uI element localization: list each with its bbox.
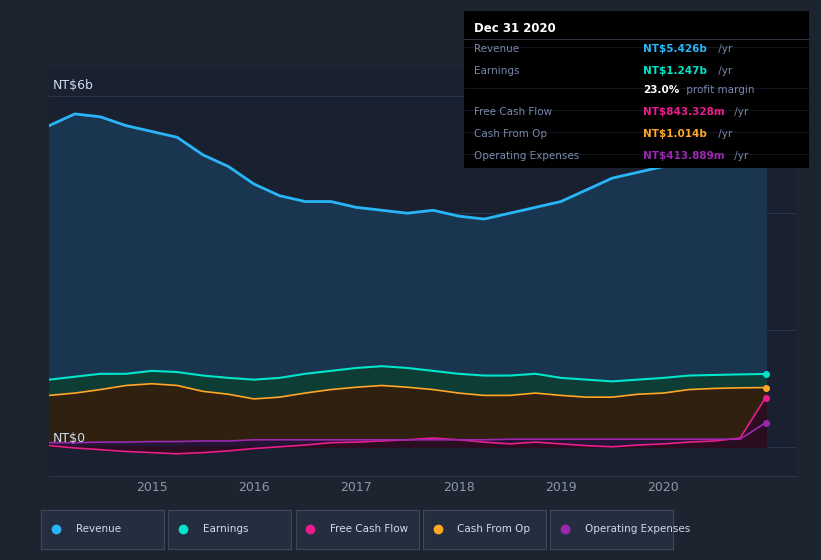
Text: Operating Expenses: Operating Expenses: [475, 151, 580, 161]
Text: Earnings: Earnings: [475, 66, 520, 76]
Text: 23.0%: 23.0%: [643, 85, 680, 95]
Text: /yr: /yr: [715, 129, 732, 139]
Text: NT$1.247b: NT$1.247b: [643, 66, 707, 76]
Text: Dec 31 2020: Dec 31 2020: [475, 22, 556, 35]
Text: Cash From Op: Cash From Op: [457, 524, 530, 534]
Text: NT$413.889m: NT$413.889m: [643, 151, 725, 161]
Text: /yr: /yr: [731, 107, 748, 117]
Text: NT$5.426b: NT$5.426b: [643, 44, 707, 54]
Text: NT$0: NT$0: [53, 432, 86, 445]
Text: NT$6b: NT$6b: [53, 80, 94, 92]
Text: /yr: /yr: [715, 44, 732, 54]
Text: Earnings: Earnings: [203, 524, 248, 534]
Text: NT$843.328m: NT$843.328m: [643, 107, 725, 117]
Text: Cash From Op: Cash From Op: [475, 129, 548, 139]
Text: Revenue: Revenue: [76, 524, 121, 534]
Text: Operating Expenses: Operating Expenses: [585, 524, 690, 534]
Text: /yr: /yr: [731, 151, 748, 161]
Text: Free Cash Flow: Free Cash Flow: [330, 524, 408, 534]
Text: /yr: /yr: [715, 66, 732, 76]
Text: Revenue: Revenue: [475, 44, 520, 54]
Text: NT$1.014b: NT$1.014b: [643, 129, 707, 139]
Text: profit margin: profit margin: [683, 85, 754, 95]
Text: Free Cash Flow: Free Cash Flow: [475, 107, 553, 117]
